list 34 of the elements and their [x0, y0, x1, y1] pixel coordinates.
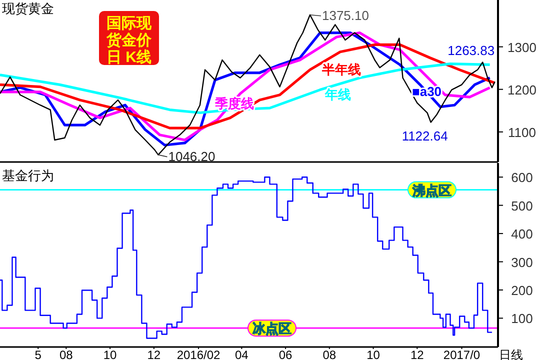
y-tick-label: 300: [511, 254, 533, 270]
x-tick-label: 10: [103, 348, 118, 360]
x-tick-label: 08: [322, 348, 336, 360]
x-tick-label: 12: [147, 348, 161, 360]
annotation: 国际现: [106, 15, 152, 32]
ref-line-label: 冰点区: [252, 321, 292, 336]
annotation: 1122.64: [402, 128, 448, 144]
y-tick-label: 100: [511, 311, 533, 326]
chart-title: 现货黄金: [2, 1, 54, 16]
x-tick-label: 12: [410, 348, 424, 360]
x-tick-label: 08: [59, 348, 74, 360]
line-series: [0, 62, 492, 114]
x-tick-label: 04: [234, 348, 249, 360]
series-label: 半年线: [321, 62, 361, 77]
x-tick-label: 2016/02: [176, 348, 221, 360]
chart-title: 基金行为: [2, 168, 54, 183]
y-tick-label: 1300: [508, 40, 536, 55]
x-tick-label: 10: [366, 348, 380, 360]
ref-line-label: 沸点区: [412, 182, 452, 198]
annotation: 1263.83: [448, 43, 495, 58]
annotation: 日 K线: [106, 49, 152, 66]
x-tick-label: 5: [34, 348, 42, 360]
x-tick-label: 2017/0: [443, 348, 480, 360]
annotation: 1375.10: [322, 8, 369, 23]
annotation: 1046.20: [168, 148, 216, 164]
x-tick-label: 06: [278, 348, 293, 360]
y-tick-label: 1200: [508, 82, 536, 98]
y-tick-label: 400: [511, 226, 533, 242]
y-tick-label: 500: [511, 198, 533, 214]
y-tick-label: 1100: [508, 124, 536, 140]
y-tick-label: 200: [511, 282, 533, 298]
series-label: 年线: [324, 87, 351, 102]
annotation: 货金价: [106, 32, 152, 49]
y-tick-label: 600: [511, 170, 533, 186]
